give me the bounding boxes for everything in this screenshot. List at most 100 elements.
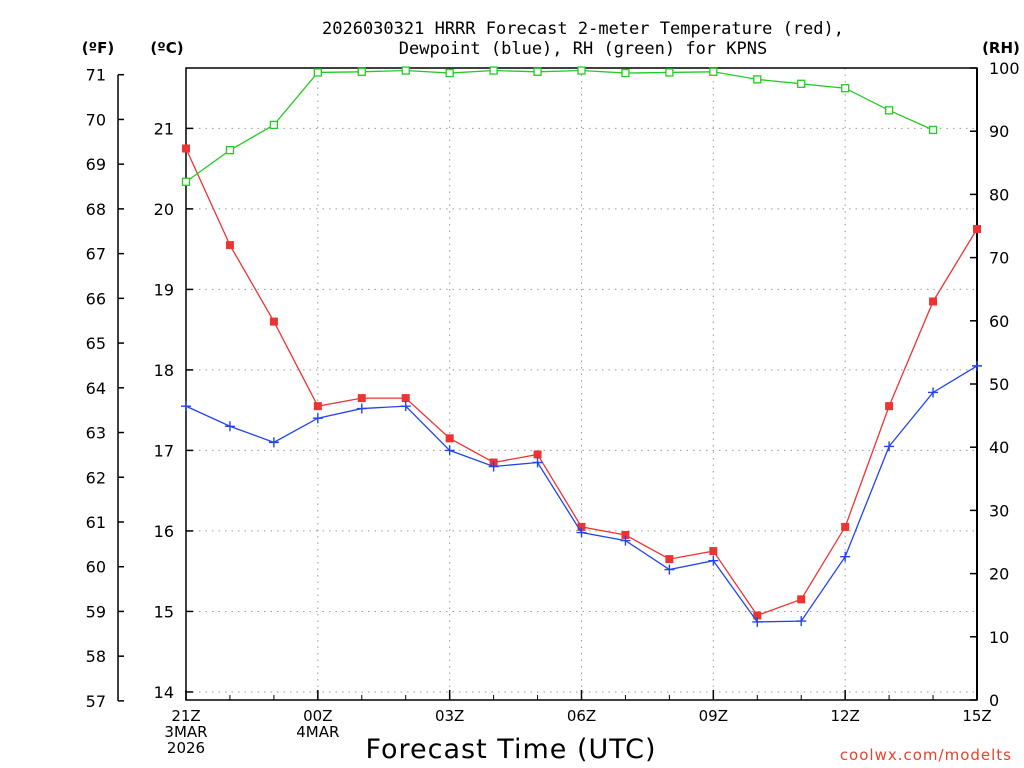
fahrenheit-tick-label: 71 — [86, 66, 106, 85]
x-axis-title: Forecast Time (UTC) — [365, 734, 656, 765]
fahrenheit-tick-label: 67 — [86, 245, 106, 264]
x-tick-label: 09Z — [699, 707, 728, 725]
rh-line — [185, 69, 934, 183]
temperature-series — [182, 144, 981, 620]
rh-point — [753, 75, 762, 84]
x-tick-label: 03Z — [435, 707, 464, 725]
rh-point — [313, 68, 322, 77]
fahrenheit-tick-label: 59 — [86, 602, 106, 621]
celsius-tick-label: 19 — [154, 280, 174, 299]
temperature-point — [797, 595, 806, 604]
x-tick-label: 21Z — [171, 707, 200, 725]
dewpoint-point — [268, 437, 279, 448]
rh-point — [577, 66, 586, 75]
rh-point — [928, 125, 938, 135]
rh-point — [797, 79, 806, 88]
dewpoint-point — [752, 616, 763, 627]
rh-point — [533, 67, 542, 76]
credit-link[interactable]: coolwx.com/modelts — [840, 746, 1012, 764]
fahrenheit-tick-label: 63 — [86, 424, 106, 443]
rh-point — [181, 177, 191, 186]
rh-tick-label: 90 — [989, 122, 1009, 141]
grid-lines — [186, 68, 977, 700]
rh-unit-label: (RH) — [982, 39, 1020, 57]
temperature-point — [929, 297, 938, 306]
fahrenheit-tick-label: 66 — [86, 289, 106, 308]
dewpoint-point — [224, 421, 235, 432]
fahrenheit-tick-label: 62 — [86, 468, 106, 487]
temperature-point — [401, 394, 410, 403]
temperature-point — [225, 241, 234, 250]
chart-title-line-2: Dewpoint (blue), RH (green) for KPNS — [399, 39, 767, 59]
dewpoint-point — [181, 401, 191, 412]
rh-tick-label: 100 — [989, 59, 1020, 78]
series-layer — [181, 66, 982, 627]
temperature-point — [533, 450, 542, 459]
fahrenheit-tick-label: 64 — [86, 379, 106, 398]
dewpoint-series — [181, 360, 982, 627]
rh-tick-label: 50 — [989, 375, 1009, 394]
temperature-point — [269, 317, 278, 326]
temperature-point — [445, 434, 454, 443]
fahrenheit-tick-label: 65 — [86, 334, 106, 353]
fahrenheit-tick-label: 70 — [86, 110, 106, 129]
x-tick-label: 15Z — [962, 707, 991, 725]
dewpoint-point — [576, 527, 587, 538]
rh-point — [357, 67, 366, 76]
dewpoint-point — [884, 441, 895, 452]
dewpoint-point — [488, 461, 499, 472]
rh-tick-label: 10 — [989, 628, 1009, 647]
dewpoint-point — [356, 403, 367, 414]
temperature-point — [577, 522, 586, 531]
rh-tick-label: 30 — [989, 501, 1009, 520]
dewpoint-point — [312, 413, 323, 424]
rh-point — [445, 68, 454, 78]
fahrenheit-tick-label: 68 — [86, 200, 106, 219]
rh-tick-label: 70 — [989, 249, 1009, 268]
rh-point — [269, 120, 279, 130]
fahrenheit-tick-label: 57 — [86, 692, 106, 711]
dewpoint-point — [400, 401, 411, 412]
x-tick-label: 12Z — [830, 707, 859, 725]
celsius-tick-label: 16 — [154, 522, 174, 541]
rh-point — [841, 84, 850, 93]
dewpoint-point — [972, 360, 982, 371]
rh-tick-label: 60 — [989, 312, 1009, 331]
x-tick-label: 00Z — [303, 707, 332, 725]
dewpoint-line — [185, 365, 978, 623]
temperature-point — [313, 402, 322, 411]
rh-series — [181, 66, 938, 186]
plot-frame — [185, 67, 978, 701]
celsius-tick-label: 14 — [154, 683, 174, 702]
celsius-tick-label: 15 — [154, 602, 174, 621]
fahrenheit-tick-label: 61 — [86, 513, 106, 532]
rh-point — [665, 68, 674, 77]
temperature-point — [973, 225, 981, 234]
x-tick-label: 2026 — [167, 739, 205, 757]
temperature-point — [182, 144, 190, 153]
rh-tick-label: 20 — [989, 565, 1009, 584]
rh-tick-label: 0 — [989, 691, 999, 710]
x-tick-label: 3MAR — [164, 723, 207, 741]
dewpoint-point — [796, 616, 807, 627]
dewpoint-point — [708, 555, 719, 566]
temperature-point — [621, 530, 630, 539]
rh-point — [621, 68, 630, 78]
temperature-point — [885, 402, 894, 411]
rh-point — [709, 67, 718, 76]
temperature-point — [709, 547, 718, 556]
rh-point — [489, 66, 498, 75]
rh-tick-label: 40 — [989, 438, 1009, 457]
axes: 57 58 59 60 61 62 63 64 65 66 67 68 69 70 71 14 15 16 17 18… — [86, 59, 1020, 757]
temperature-point — [665, 555, 674, 564]
rh-point — [884, 106, 894, 115]
dewpoint-point — [532, 457, 543, 468]
x-tick-label: 4MAR — [296, 723, 339, 741]
rh-point — [401, 66, 410, 75]
celsius-unit-label: (ºC) — [150, 39, 183, 57]
x-tick-label: 06Z — [567, 707, 596, 725]
celsius-tick-label: 21 — [154, 119, 174, 138]
celsius-tick-label: 18 — [154, 361, 174, 380]
dewpoint-point — [840, 551, 851, 562]
